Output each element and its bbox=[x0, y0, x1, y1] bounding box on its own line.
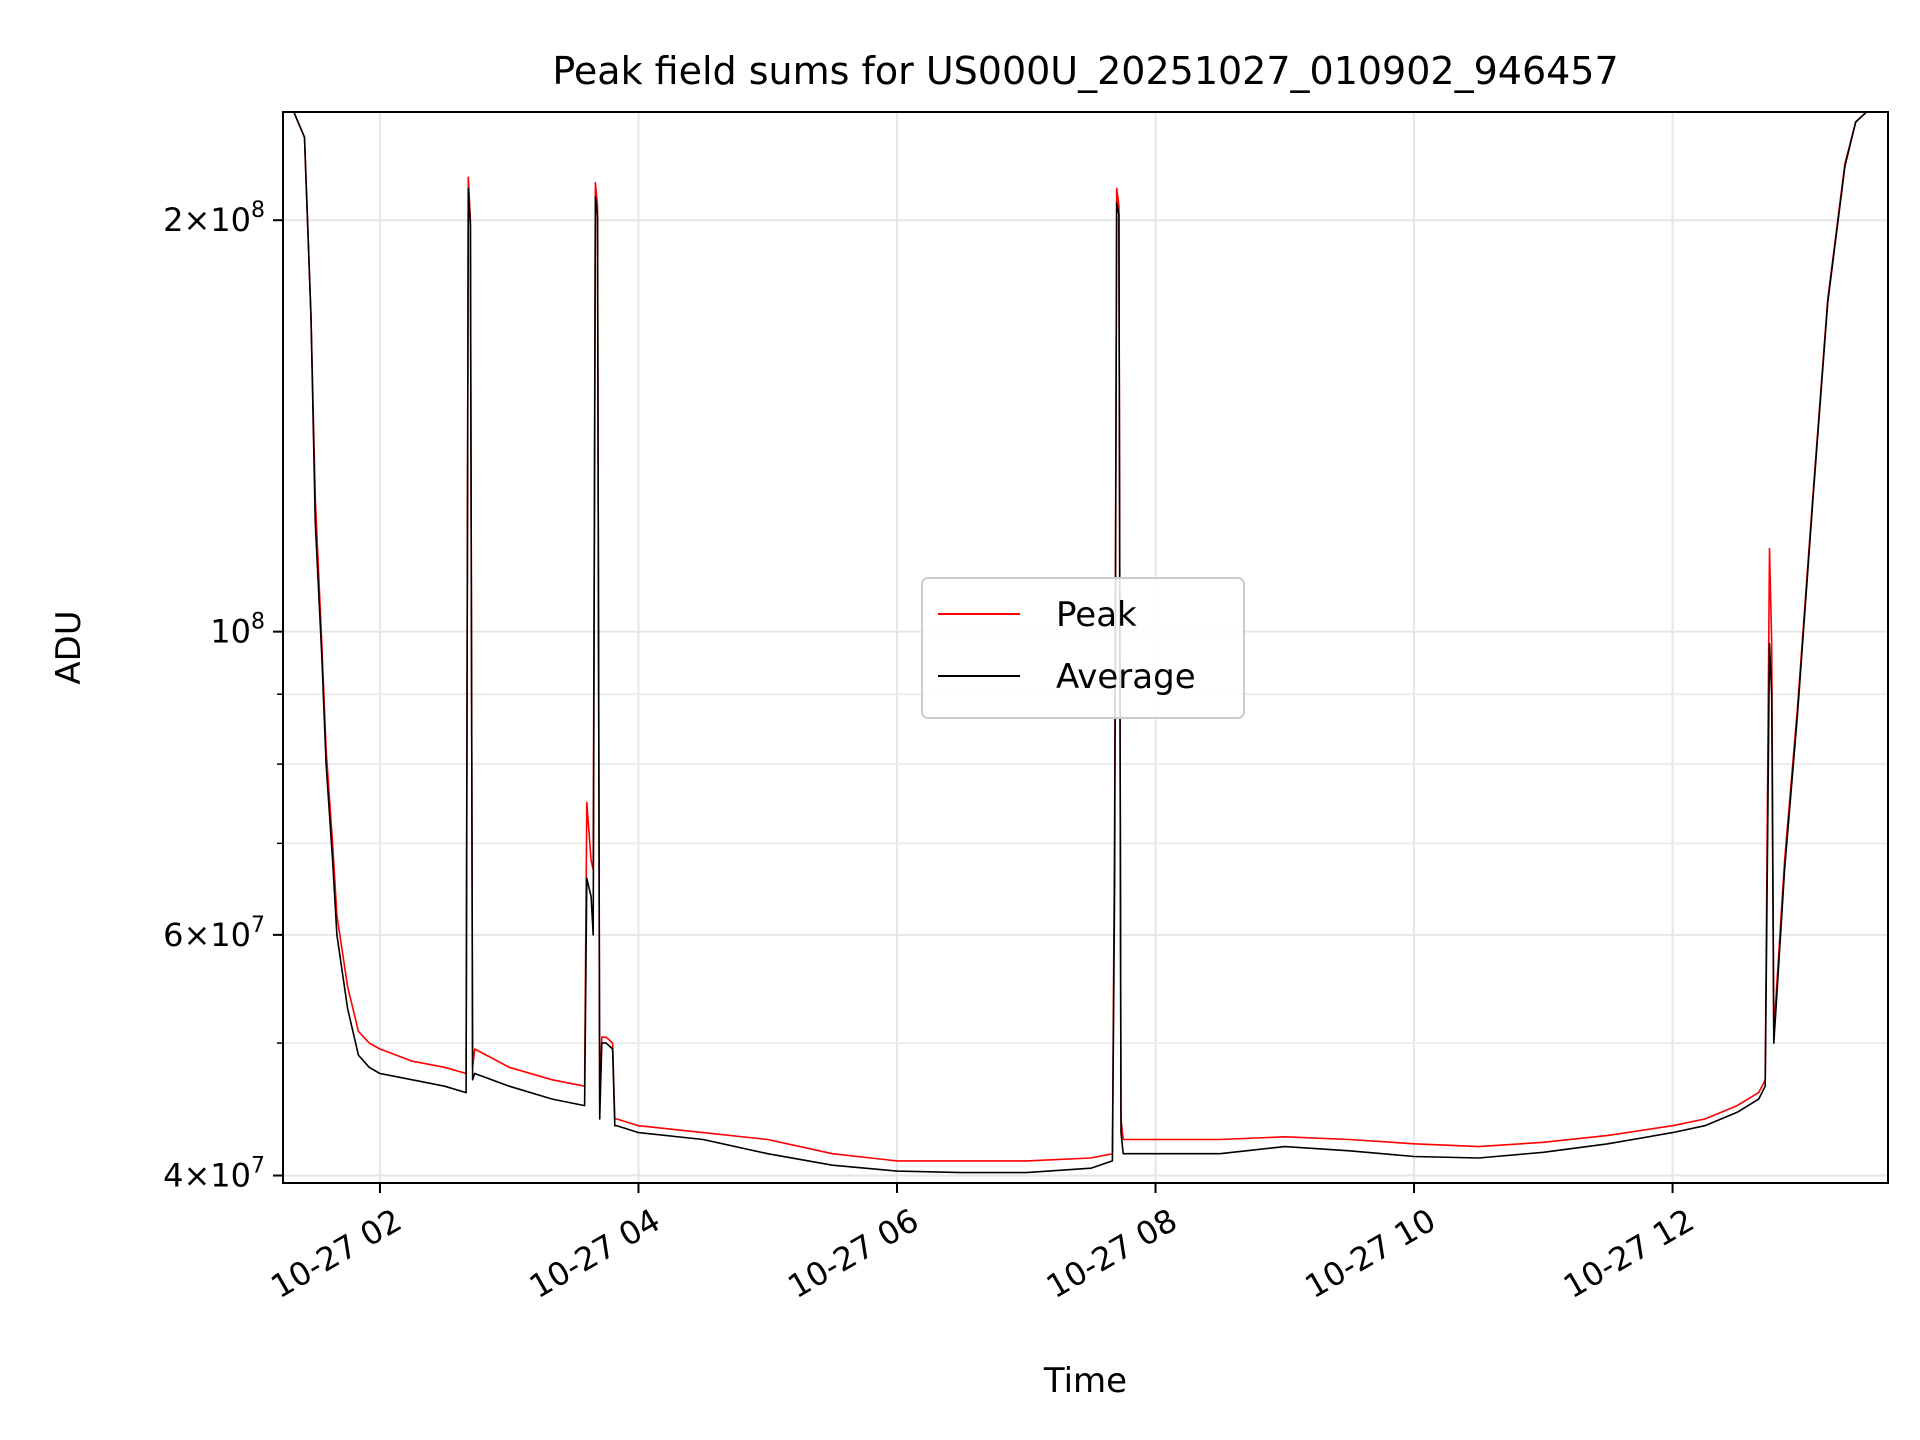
y-tick-base: 6 bbox=[163, 916, 183, 954]
y-tick-ten: 10 bbox=[210, 1157, 251, 1195]
plot-series bbox=[283, 112, 1888, 1174]
x-tick-label: 10-27 04 bbox=[523, 1201, 667, 1306]
y-tick-times: × bbox=[183, 1157, 210, 1195]
y-tick-base: 4 bbox=[163, 1157, 183, 1195]
series-line-average bbox=[283, 112, 1888, 1174]
x-tick-label: 10-27 10 bbox=[1298, 1201, 1442, 1306]
y-tick-base: 2 bbox=[163, 201, 183, 239]
y-tick-exponent: 8 bbox=[251, 198, 265, 223]
y-tick-times: × bbox=[183, 916, 210, 954]
x-axis-label: Time bbox=[1043, 1361, 1127, 1401]
y-tick-times: × bbox=[183, 201, 210, 239]
x-tick-label: 10-27 02 bbox=[264, 1201, 408, 1306]
x-tick-label: 10-27 06 bbox=[781, 1201, 925, 1306]
legend-label: Peak bbox=[1056, 595, 1137, 635]
y-tick-ten: 10 bbox=[210, 613, 251, 651]
y-tick-label: 108 bbox=[210, 610, 265, 651]
y-tick-ten: 10 bbox=[210, 916, 251, 954]
legend-label: Average bbox=[1056, 657, 1196, 697]
y-axis-label: ADU bbox=[49, 610, 89, 684]
plot-frame bbox=[282, 111, 1889, 1184]
y-tick-exponent: 7 bbox=[251, 1154, 265, 1179]
y-tick-label: 2×108 bbox=[163, 198, 265, 239]
x-axis-ticks: 10-27 02 10-27 04 10-27 06 10-27 08 10-27 10… bbox=[264, 1183, 1701, 1306]
chart-title: Peak field sums for US000U_20251027_0109… bbox=[552, 49, 1618, 93]
y-tick-exponent: 7 bbox=[251, 913, 265, 938]
y-tick-label: 4×107 bbox=[163, 1154, 265, 1195]
legend: Peak Average bbox=[921, 577, 1245, 719]
y-tick-exponent: 8 bbox=[251, 610, 265, 635]
x-tick-label: 10-27 08 bbox=[1040, 1201, 1184, 1306]
x-tick-label: 10-27 12 bbox=[1557, 1201, 1701, 1306]
y-tick-label: 6×107 bbox=[163, 913, 265, 954]
y-tick-ten: 10 bbox=[210, 201, 251, 239]
